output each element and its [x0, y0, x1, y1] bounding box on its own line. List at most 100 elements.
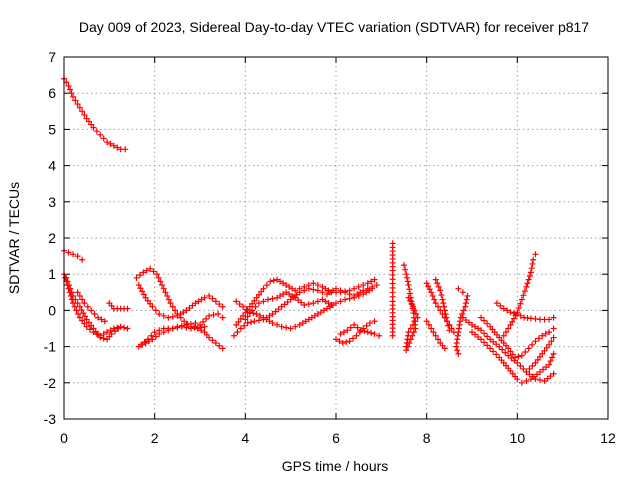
y-tick-label: 5	[48, 121, 56, 137]
data-point	[522, 349, 529, 356]
data-point	[507, 321, 514, 328]
data-point	[478, 327, 485, 334]
data-point	[81, 300, 88, 307]
series-track-i	[135, 320, 199, 350]
data-point	[445, 322, 452, 329]
data-point	[325, 300, 332, 307]
data-point	[67, 86, 74, 93]
data-point	[248, 319, 254, 326]
series-track-a	[61, 75, 129, 153]
data-point	[81, 313, 88, 320]
data-point	[88, 322, 95, 329]
data-point	[343, 339, 350, 346]
data-point	[481, 339, 488, 346]
data-point	[509, 318, 516, 325]
data-point	[478, 314, 485, 321]
data-point	[274, 294, 281, 301]
data-point	[244, 306, 251, 313]
data-point	[95, 314, 101, 321]
data-point	[167, 300, 174, 307]
data-point	[549, 354, 556, 361]
data-point	[219, 345, 226, 352]
series-track-j	[138, 311, 226, 348]
data-point	[487, 345, 494, 352]
data-point	[301, 283, 308, 290]
data-point	[98, 316, 105, 323]
data-point	[135, 282, 142, 289]
data-point	[539, 350, 546, 357]
data-point	[354, 324, 361, 331]
data-point	[115, 325, 122, 332]
data-point	[97, 334, 104, 341]
data-point	[357, 289, 364, 296]
data-point	[441, 303, 448, 310]
data-point	[107, 327, 114, 334]
data-point	[235, 318, 242, 325]
data-point	[469, 321, 475, 328]
data-point	[532, 251, 539, 258]
data-point	[401, 262, 407, 269]
data-point	[353, 332, 360, 339]
data-point	[543, 344, 550, 351]
data-point	[500, 305, 507, 312]
data-point	[537, 353, 543, 360]
series-track-f	[106, 300, 131, 312]
data-point	[546, 329, 553, 336]
data-point	[85, 319, 92, 326]
data-point	[441, 307, 448, 314]
data-point	[283, 324, 290, 331]
data-point	[521, 288, 528, 295]
data-point	[289, 292, 296, 299]
data-point	[402, 266, 409, 273]
data-point	[143, 267, 150, 274]
data-point	[210, 311, 217, 318]
data-point	[509, 351, 516, 358]
data-point	[151, 329, 158, 336]
y-tick-label: 3	[48, 194, 56, 210]
series-track-aa	[478, 314, 557, 361]
data-point	[336, 338, 343, 345]
data-point	[500, 332, 507, 339]
data-point	[481, 330, 488, 337]
data-point	[310, 280, 317, 287]
data-point	[493, 341, 500, 348]
data-point	[231, 332, 237, 339]
data-point	[255, 291, 262, 298]
data-point	[404, 278, 411, 285]
series-track-x	[453, 285, 471, 357]
data-point	[546, 316, 553, 323]
data-point	[72, 97, 79, 104]
data-point	[212, 339, 219, 346]
data-point	[475, 333, 482, 340]
data-point	[484, 320, 491, 327]
data-point	[169, 313, 176, 320]
data-point	[260, 316, 267, 323]
y-tick-label: 6	[48, 85, 56, 101]
series-track-r	[389, 240, 396, 339]
data-point	[360, 282, 367, 289]
data-point	[249, 307, 256, 314]
data-point	[266, 312, 273, 319]
data-point	[311, 312, 318, 319]
data-point	[183, 324, 190, 331]
data-point	[258, 288, 265, 295]
data-point	[206, 292, 213, 299]
data-point	[177, 311, 184, 318]
data-point	[325, 287, 332, 294]
data-point	[423, 318, 430, 325]
data-point	[425, 321, 432, 328]
data-point	[101, 318, 108, 325]
data-point	[337, 289, 344, 296]
data-point	[435, 303, 441, 310]
data-point	[505, 325, 512, 332]
data-point	[443, 314, 450, 321]
series-track-h	[135, 282, 226, 321]
data-point	[546, 341, 553, 348]
data-point	[351, 321, 358, 328]
data-point	[530, 256, 537, 263]
data-point	[88, 307, 95, 314]
data-point	[68, 90, 75, 97]
data-point	[260, 285, 267, 292]
data-point	[508, 355, 515, 362]
data-point	[284, 298, 291, 305]
